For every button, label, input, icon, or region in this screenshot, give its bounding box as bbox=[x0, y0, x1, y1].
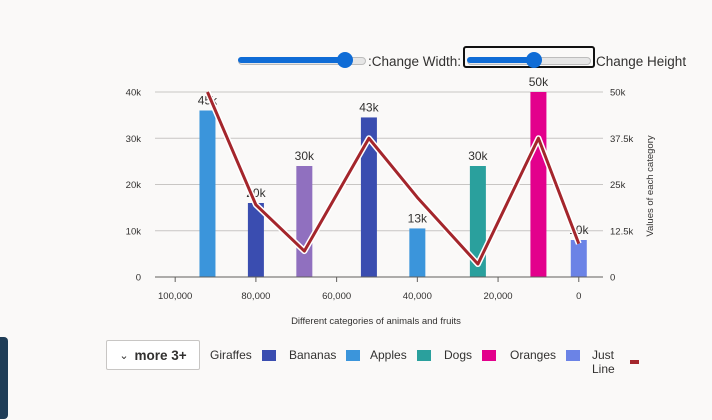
bar-data-label: 43k bbox=[359, 100, 379, 114]
y-tick-label: 20k bbox=[126, 180, 142, 191]
bar bbox=[199, 110, 216, 277]
bar bbox=[296, 166, 313, 277]
bar bbox=[360, 117, 377, 277]
y2-tick-label: 25k bbox=[610, 180, 626, 191]
x-tick-label: 0 bbox=[576, 291, 581, 302]
chevron-down-icon: ⌄ bbox=[119, 349, 129, 362]
y2-tick-label: 50k bbox=[610, 88, 626, 99]
y2-tick-label: 0 bbox=[610, 273, 615, 284]
height-slider[interactable] bbox=[467, 52, 591, 68]
line-series bbox=[204, 90, 582, 268]
legend-label: Apples bbox=[370, 348, 407, 362]
y-tick-label: 40k bbox=[126, 88, 142, 99]
legend-item[interactable]: Bananas bbox=[289, 348, 361, 362]
y-tick-label: 10k bbox=[126, 226, 142, 237]
width-slider[interactable] bbox=[238, 52, 366, 68]
x-tick-label: 80,000 bbox=[241, 291, 270, 302]
y-tick-label: 30k bbox=[126, 134, 142, 145]
bar-data-label: 30k bbox=[468, 149, 488, 163]
y-tick-label: 0 bbox=[136, 273, 141, 284]
bar-data-label: 13k bbox=[408, 211, 428, 225]
x-tick-label: 60,000 bbox=[322, 291, 351, 302]
x-tick-label: 20,000 bbox=[484, 291, 513, 302]
height-slider-thumb[interactable] bbox=[526, 52, 543, 68]
legend-swatch bbox=[416, 349, 431, 361]
x-tick-label: 40,000 bbox=[403, 291, 432, 302]
bar-data-label: 30k bbox=[295, 149, 315, 163]
y2-axis-title: Values of each category bbox=[645, 135, 656, 236]
y2-tick-label: 12.5k bbox=[610, 226, 633, 237]
bar bbox=[247, 203, 264, 277]
x-axis-title: Different categories of animals and frui… bbox=[291, 316, 461, 327]
legend-item[interactable]: Giraffes bbox=[210, 348, 276, 362]
more-legend-label: more 3+ bbox=[134, 347, 187, 363]
more-legend-button[interactable]: ⌄ more 3+ bbox=[106, 340, 200, 370]
y2-tick-label: 37.5k bbox=[610, 134, 633, 145]
legend-label: Bananas bbox=[289, 348, 337, 362]
legend-item[interactable]: Dogs bbox=[444, 348, 497, 362]
width-slider-fill bbox=[238, 57, 345, 63]
legend-item[interactable]: Just Line bbox=[592, 348, 639, 376]
legend-item[interactable]: Oranges bbox=[510, 348, 581, 362]
bar bbox=[570, 240, 587, 277]
line-series-path bbox=[206, 91, 581, 266]
legend-swatch bbox=[630, 360, 639, 364]
change-width-label: :Change Width: bbox=[368, 54, 462, 69]
change-height-label: Change Height bbox=[596, 54, 687, 69]
bar bbox=[409, 228, 426, 277]
legend-swatch bbox=[346, 349, 361, 361]
legend-label: Just Line bbox=[592, 348, 615, 376]
height-slider-focus-ring bbox=[463, 46, 595, 68]
x-tick-label: 100,000 bbox=[158, 291, 192, 302]
side-panel-tab[interactable] bbox=[0, 337, 8, 419]
width-slider-thumb[interactable] bbox=[336, 52, 353, 68]
bar bbox=[530, 92, 547, 277]
legend-swatch bbox=[482, 349, 497, 361]
legend-swatch bbox=[566, 349, 581, 361]
legend-label: Oranges bbox=[510, 348, 557, 362]
bar-data-label: 50k bbox=[529, 75, 549, 89]
legend-label: Dogs bbox=[444, 348, 473, 362]
legend-label: Giraffes bbox=[210, 348, 252, 362]
height-slider-fill bbox=[467, 57, 535, 63]
axes: 0 10k 20k 30k 40k 0 12.5k 25k 37.5k 50k 100,000 80,… bbox=[126, 88, 634, 303]
legend-swatch bbox=[261, 349, 276, 361]
legend-item[interactable]: Apples bbox=[370, 348, 431, 362]
